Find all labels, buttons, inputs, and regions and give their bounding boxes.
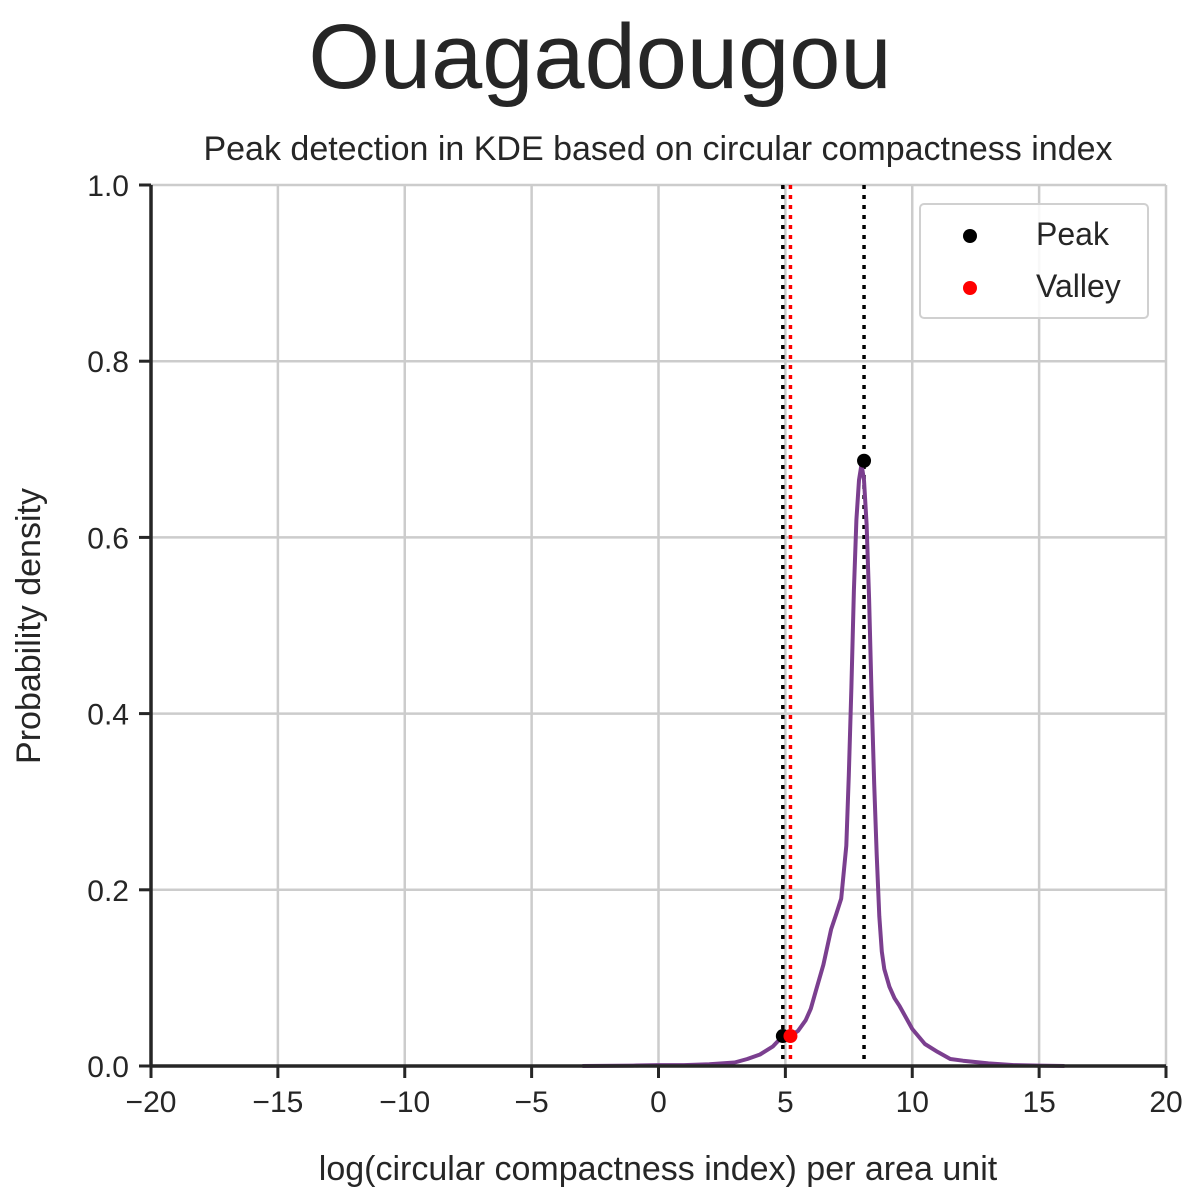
peak-marker — [857, 453, 872, 468]
x-tick-label: −20 — [126, 1086, 177, 1119]
x-tick-label: −5 — [515, 1086, 549, 1119]
y-tick-label: 0.2 — [87, 875, 129, 908]
axes — [139, 183, 1168, 1078]
legend-box — [919, 203, 1149, 319]
grid-lines — [149, 183, 1168, 1068]
kde-curve — [582, 462, 1065, 1068]
chart-suptitle: Ouagadougou — [308, 6, 891, 108]
legend-valley-marker — [963, 281, 977, 295]
markers-group — [775, 453, 872, 1044]
tick-labels: −20 −15 −10 −5 0 5 10 15 20 0.0 0.2 0.4 0.6 0.8 1.0 — [87, 170, 1182, 1119]
legend-peak-label: Peak — [1036, 216, 1110, 252]
y-tick-label: 0.8 — [87, 346, 129, 379]
x-axis-label: log(circular compactness index) per area… — [319, 1150, 998, 1188]
x-tick-label: 5 — [777, 1086, 794, 1119]
x-tick-label: 10 — [896, 1086, 929, 1119]
peak-valley-lines — [781, 185, 866, 1066]
x-tick-label: 15 — [1022, 1086, 1055, 1119]
x-tick-label: −15 — [252, 1086, 303, 1119]
chart-title: Peak detection in KDE based on circular … — [203, 130, 1112, 168]
y-tick-label: 0.0 — [87, 1051, 129, 1084]
x-tick-label: −10 — [379, 1086, 430, 1119]
legend-peak-marker — [963, 229, 977, 243]
x-tick-label: 0 — [650, 1086, 667, 1119]
legend-valley-label: Valley — [1036, 268, 1121, 304]
y-tick-label: 0.4 — [87, 699, 129, 732]
legend: Peak Valley — [919, 203, 1149, 319]
valley-marker — [783, 1029, 798, 1044]
y-tick-label: 0.6 — [87, 522, 129, 555]
y-tick-label: 1.0 — [87, 170, 129, 203]
y-axis-label: Probability density — [10, 488, 48, 764]
x-tick-label: 20 — [1149, 1086, 1182, 1119]
kde-curve-group — [582, 462, 1065, 1068]
